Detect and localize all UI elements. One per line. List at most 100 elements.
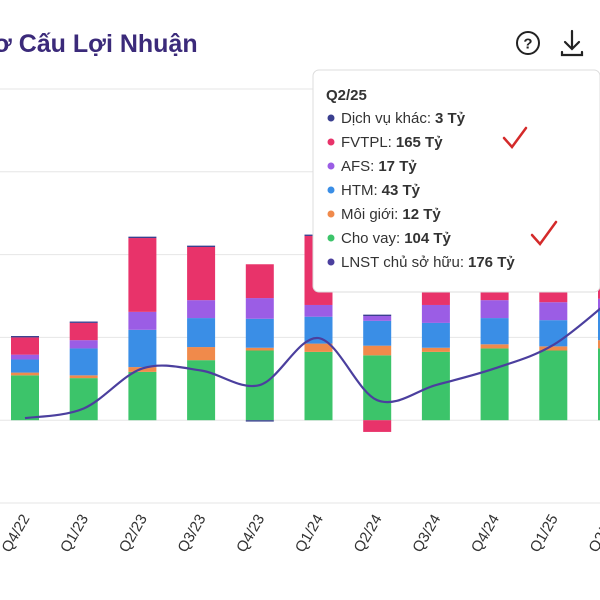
- tooltip-bullet: [327, 210, 335, 218]
- tooltip-row: FVTPL: 165 Tỷ: [341, 134, 443, 151]
- bar-segment: [539, 302, 568, 321]
- bar-segment: [245, 264, 274, 299]
- bar-segment: [421, 322, 450, 348]
- bar-segment: [598, 340, 600, 349]
- tooltip-value: 3 Tỷ: [435, 110, 466, 127]
- x-tick-label: Q2/24: [351, 512, 386, 556]
- tooltip-value: 17 Tỷ: [378, 158, 417, 175]
- tooltip-row: Cho vay: 104 Tỷ: [341, 230, 452, 247]
- bar-segment: [245, 318, 274, 348]
- bar-segment: [598, 310, 600, 341]
- bar-segment: [304, 351, 333, 421]
- check-marks: [502, 126, 558, 246]
- tooltip-bullet: [327, 138, 335, 146]
- bar-segment: [69, 348, 98, 376]
- tooltip-row: LNST chủ sở hữu: 176 Tỷ: [341, 254, 515, 271]
- tooltip-value: 104 Tỷ: [404, 230, 451, 247]
- tooltip-bullet: [327, 114, 335, 122]
- bar-segment: [598, 348, 600, 421]
- tooltip-label: FVTPL:: [341, 134, 392, 151]
- bar-segment: [69, 340, 98, 349]
- bar-segment: [11, 354, 39, 360]
- tooltip-bullet: [327, 162, 335, 170]
- tooltip-label: AFS:: [341, 158, 374, 175]
- line-series: [24, 307, 600, 420]
- x-tick-label: Q3/24: [409, 512, 444, 556]
- tooltip-title: Q2/25: [326, 87, 367, 104]
- bar-segment: [187, 347, 216, 361]
- tooltip-bullet: [327, 186, 335, 194]
- tooltip-box: [312, 69, 600, 293]
- bar-segment: [598, 298, 600, 311]
- tooltip-bullet: [327, 258, 335, 266]
- bar-segment: [128, 236, 157, 239]
- x-tick-label: Q1/25: [527, 512, 562, 556]
- bar-segment: [480, 300, 509, 319]
- bar-segment: [69, 378, 98, 421]
- bar-segment: [128, 238, 157, 312]
- bar-segment: [128, 371, 157, 421]
- bar-segment: [11, 375, 39, 421]
- tooltip-row: AFS: 17 Tỷ: [341, 158, 417, 175]
- bar-segment: [480, 318, 509, 345]
- bar-segment: [304, 343, 333, 352]
- bar-segment: [421, 304, 450, 323]
- bar-segment: [304, 304, 333, 317]
- bar-segment: [539, 320, 568, 347]
- bar-segment: [421, 347, 450, 352]
- bar-segment: [11, 372, 39, 376]
- chart-title: ơ Cấu Lợi Nhuận: [0, 30, 198, 58]
- tooltip-label: Môi giới:: [341, 206, 398, 223]
- download-icon[interactable]: [560, 29, 584, 57]
- bar-segment: [69, 375, 98, 379]
- tooltip-row: Dịch vụ khác: 3 Tỷ: [341, 110, 466, 127]
- bar-segment: [187, 300, 216, 319]
- bar-segment: [363, 420, 392, 432]
- help-icon[interactable]: ?: [516, 31, 540, 55]
- bar-segment: [245, 298, 274, 319]
- bar-segment: [363, 345, 392, 356]
- bar-segment: [480, 348, 509, 421]
- bar-segment: [11, 336, 39, 338]
- x-tick-label: Q3/23: [174, 512, 209, 556]
- tooltip-label: Dịch vụ khác:: [341, 110, 431, 127]
- bar-segment: [539, 346, 568, 351]
- x-tick-label: Q1/24: [292, 512, 327, 556]
- tooltip-value: 12 Tỷ: [402, 206, 441, 223]
- tooltip-value: 43 Tỷ: [382, 182, 421, 199]
- tooltip-value: 165 Tỷ: [396, 134, 443, 151]
- bar-segment: [480, 344, 509, 349]
- bar-segment: [363, 314, 392, 317]
- x-tick-label: Q2/25: [585, 512, 600, 556]
- bar-segment: [363, 320, 392, 346]
- tooltip-label: HTM:: [341, 182, 378, 199]
- x-tick-label: Q2/23: [116, 512, 151, 556]
- bar-segment: [245, 420, 274, 422]
- x-tick-label: Q1/23: [57, 512, 92, 556]
- bar-segment: [187, 245, 216, 248]
- tooltip-label: LNST chủ sở hữu:: [341, 254, 464, 271]
- bar-segment: [363, 355, 392, 421]
- tooltip-row: Môi giới: 12 Tỷ: [341, 206, 441, 223]
- x-tick-label: Q4/24: [468, 511, 503, 555]
- tooltip-bullet: [327, 234, 335, 242]
- bar-segment: [363, 316, 392, 321]
- bar-segment: [187, 247, 216, 301]
- tooltip-label: Cho vay:: [341, 230, 400, 247]
- bar-segment: [128, 329, 157, 368]
- x-tick-label: Q4/22: [0, 512, 33, 556]
- bar-segment: [69, 321, 98, 323]
- bar-segment: [11, 359, 39, 373]
- svg-text:?: ?: [523, 36, 532, 53]
- bar-segment: [11, 337, 39, 355]
- bar-segment: [539, 350, 568, 421]
- bar-segment: [69, 322, 98, 341]
- bar-segment: [128, 311, 157, 330]
- bar-segment: [187, 318, 216, 348]
- tooltip-row: HTM: 43 Tỷ: [341, 182, 421, 199]
- tooltip-value: 176 Tỷ: [468, 254, 515, 271]
- bar-segment: [245, 347, 274, 351]
